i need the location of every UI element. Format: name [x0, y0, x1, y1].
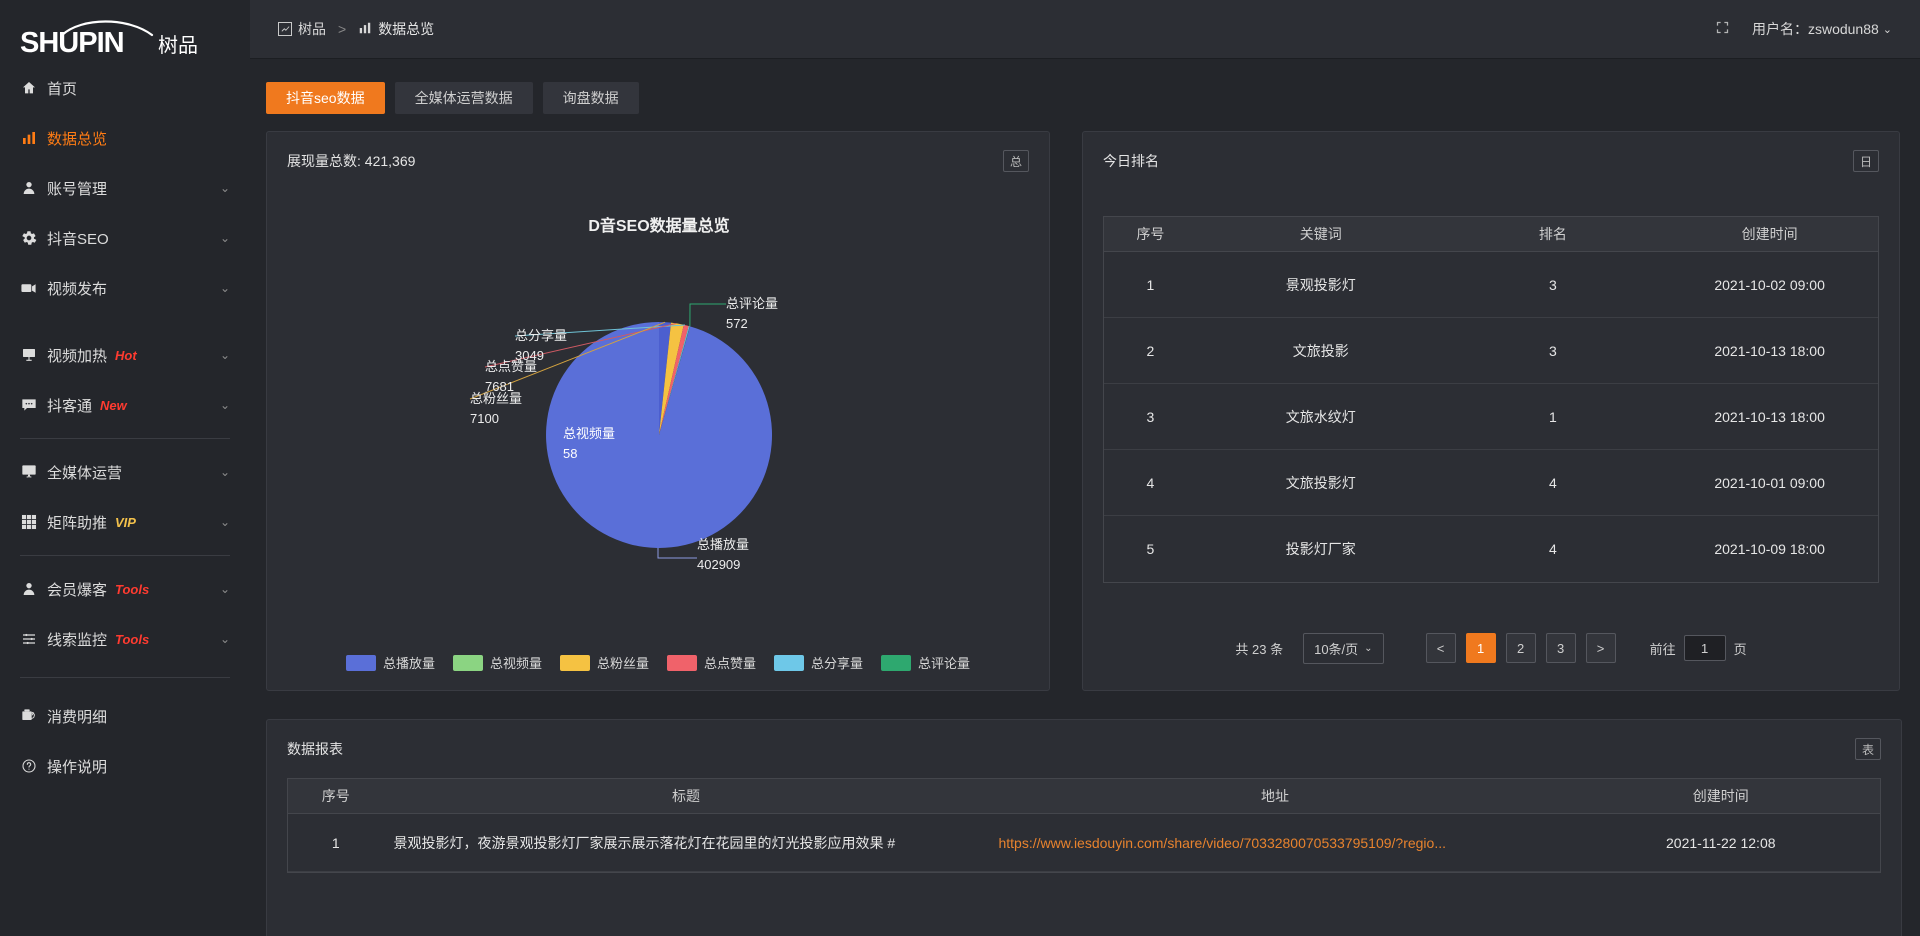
svg-text:58: 58 — [563, 446, 577, 461]
svg-text:总播放量: 总播放量 — [697, 537, 749, 552]
svg-text:总粉丝量: 总粉丝量 — [470, 391, 522, 406]
svg-text:总视频量: 总视频量 — [563, 426, 615, 441]
svg-text:7100: 7100 — [470, 411, 499, 426]
svg-text:总评论量: 总评论量 — [726, 296, 778, 311]
svg-text:总分享量: 总分享量 — [515, 328, 567, 343]
svg-text:树品: 树品 — [158, 34, 198, 57]
svg-text:D音SEO数据量总览: D音SEO数据量总览 — [588, 216, 729, 235]
svg-text:总点赞量: 总点赞量 — [485, 359, 537, 374]
svg-text:402909: 402909 — [697, 557, 740, 572]
svg-text:572: 572 — [726, 316, 748, 331]
svg-text:SHUPIN: SHUPIN — [20, 27, 124, 59]
